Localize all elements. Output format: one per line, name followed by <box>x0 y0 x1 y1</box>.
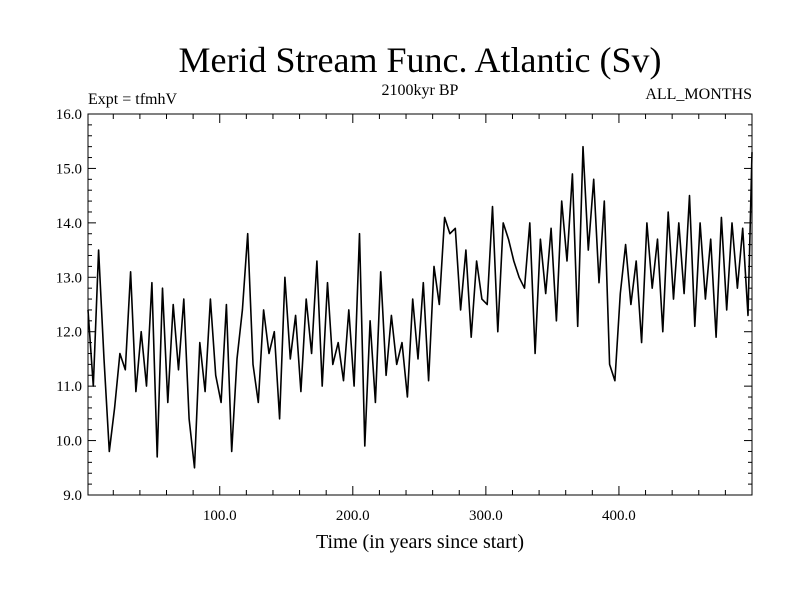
x-tick-label: 100.0 <box>203 508 237 524</box>
x-tick-label: 400.0 <box>602 508 636 524</box>
y-tick-label: 9.0 <box>63 488 82 504</box>
x-axis-title: Time (in years since start) <box>316 531 524 553</box>
axis-ticks <box>88 113 753 496</box>
y-tick-label: 10.0 <box>56 434 82 450</box>
y-tick-label: 14.0 <box>56 216 82 232</box>
y-axis-labels: 9.0 10.0 11.0 12.0 13.0 14.0 15.0 16.0 <box>56 107 82 504</box>
chart-title: Merid Stream Func. Atlantic (Sv) <box>179 40 662 80</box>
y-tick-label: 13.0 <box>56 270 82 286</box>
plot-frame <box>87 113 753 496</box>
data-line <box>87 145 753 469</box>
x-axis-labels: 100.0 200.0 300.0 400.0 <box>203 508 636 524</box>
experiment-label: Expt = tfmhV <box>88 91 177 108</box>
y-tick-label: 15.0 <box>56 161 82 177</box>
x-tick-label: 200.0 <box>336 508 370 524</box>
subtitle: 2100kyr BP <box>382 82 459 99</box>
y-tick-label: 12.0 <box>56 325 82 341</box>
y-tick-label: 11.0 <box>56 379 82 395</box>
y-tick-label: 16.0 <box>56 107 82 123</box>
x-tick-label: 300.0 <box>469 508 503 524</box>
months-label: ALL_MONTHS <box>645 86 752 103</box>
